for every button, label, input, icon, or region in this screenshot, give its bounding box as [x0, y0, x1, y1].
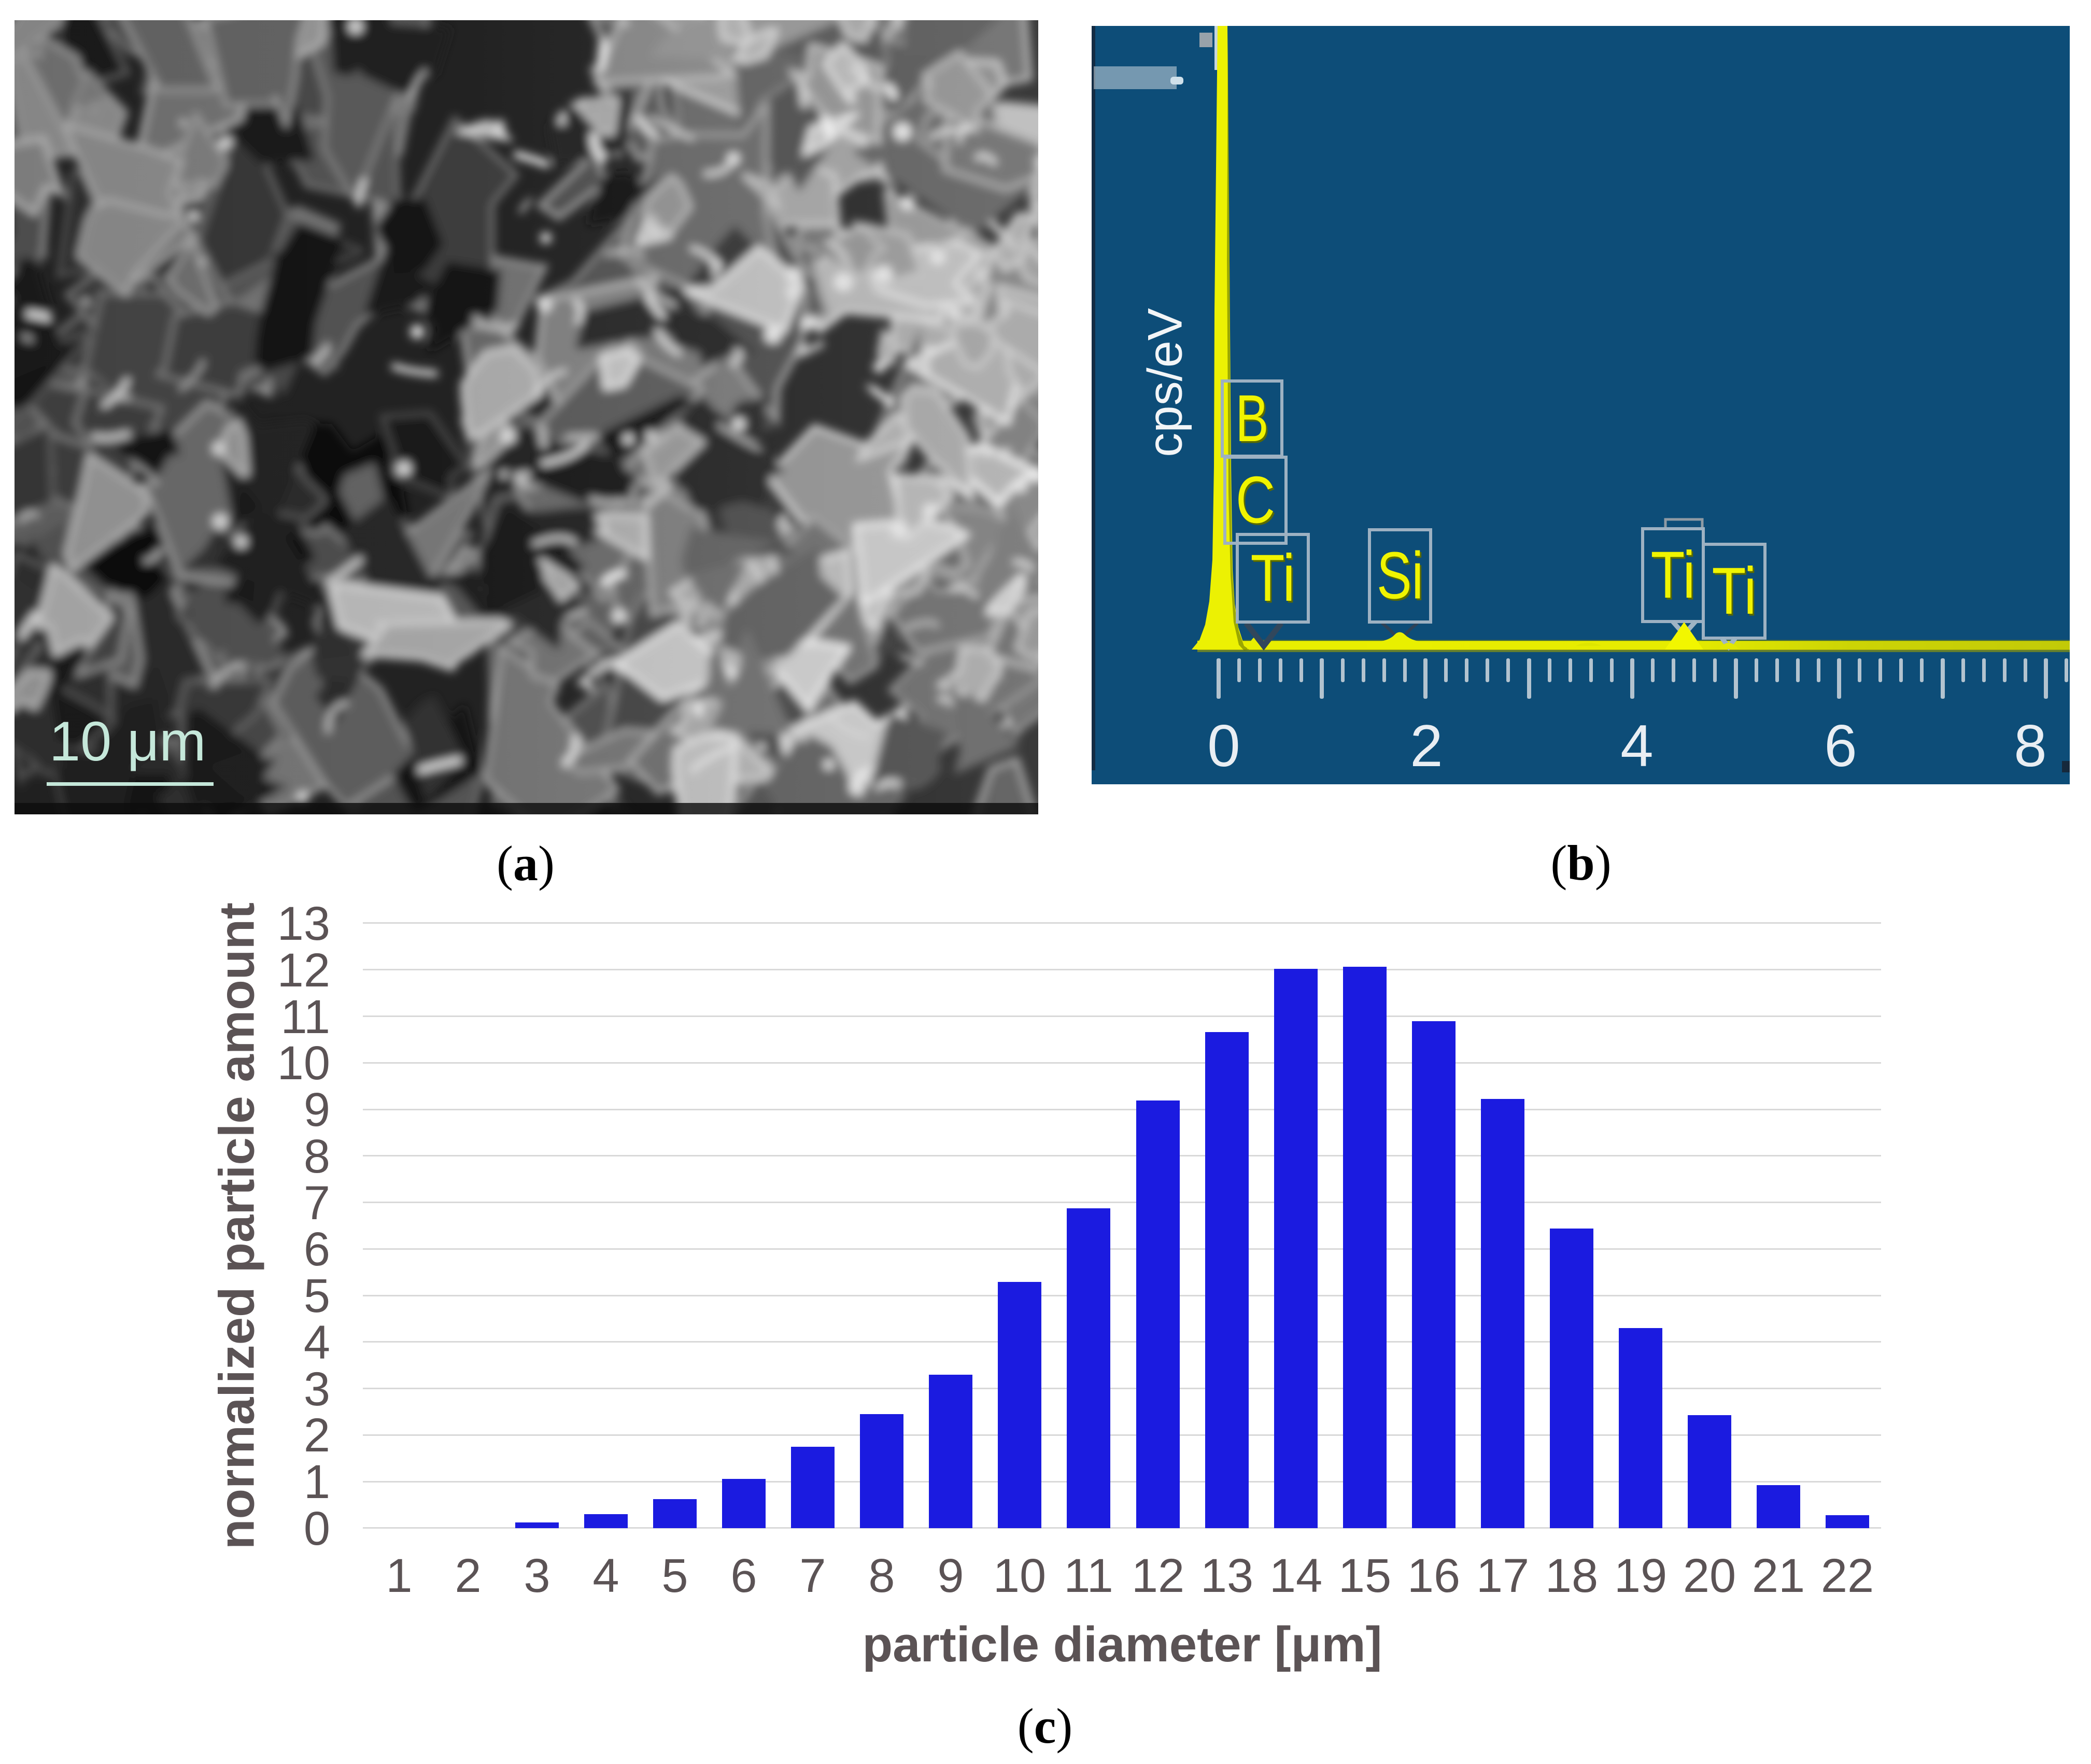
svg-text:12: 12	[1132, 1549, 1184, 1602]
svg-text:9: 9	[937, 1549, 964, 1602]
svg-text:8: 8	[304, 1130, 330, 1183]
svg-text:17: 17	[1476, 1549, 1529, 1602]
svg-text:0: 0	[1207, 713, 1240, 779]
svg-text:Si: Si	[1377, 539, 1423, 613]
svg-text:11: 11	[1064, 1549, 1113, 1602]
svg-text:cps/eV: cps/eV	[1138, 308, 1192, 457]
svg-text:3: 3	[304, 1363, 330, 1416]
svg-text:5: 5	[661, 1549, 688, 1602]
svg-text:6: 6	[1824, 713, 1857, 779]
svg-text:particle diameter [μm]: particle diameter [μm]	[862, 1617, 1382, 1672]
svg-text:21: 21	[1752, 1549, 1805, 1602]
svg-text:13: 13	[1200, 1549, 1253, 1602]
svg-text:3: 3	[524, 1549, 550, 1602]
svg-text:11: 11	[280, 991, 330, 1043]
svg-text:(c): (c)	[1018, 1698, 1073, 1754]
svg-text:Ti: Ti	[1252, 543, 1297, 617]
svg-text:B: B	[1236, 382, 1269, 456]
svg-text:(b): (b)	[1550, 835, 1611, 891]
svg-text:9: 9	[304, 1083, 330, 1136]
svg-text:4: 4	[304, 1316, 330, 1369]
svg-text:0: 0	[304, 1502, 330, 1555]
svg-text:B: B	[1237, 383, 1270, 457]
svg-text:4: 4	[1620, 713, 1653, 779]
svg-text:2: 2	[1410, 713, 1443, 779]
svg-text:2: 2	[455, 1549, 481, 1602]
svg-text:10: 10	[993, 1549, 1046, 1602]
svg-text:Ti: Ti	[1651, 538, 1696, 612]
svg-text:Ti: Ti	[1714, 556, 1758, 630]
svg-text:14: 14	[1269, 1549, 1322, 1602]
svg-text:6: 6	[730, 1549, 757, 1602]
svg-text:18: 18	[1545, 1549, 1598, 1602]
svg-text:4: 4	[592, 1549, 619, 1602]
svg-text:8: 8	[868, 1549, 895, 1602]
svg-text:5: 5	[304, 1269, 330, 1322]
svg-text:6: 6	[304, 1223, 330, 1276]
svg-text:C: C	[1236, 463, 1275, 538]
svg-text:10: 10	[277, 1037, 330, 1090]
svg-text:C: C	[1237, 465, 1277, 539]
svg-text:Ti: Ti	[1712, 554, 1757, 628]
svg-text:7: 7	[304, 1177, 330, 1230]
svg-text:20: 20	[1683, 1549, 1736, 1602]
svg-text:13: 13	[277, 897, 330, 950]
svg-text:1: 1	[304, 1456, 330, 1508]
svg-text:Ti: Ti	[1251, 541, 1295, 615]
svg-text:Si: Si	[1378, 541, 1425, 615]
svg-text:Ti: Ti	[1652, 540, 1697, 614]
svg-text:(a): (a)	[497, 836, 555, 891]
svg-text:2: 2	[304, 1409, 330, 1462]
svg-text:12: 12	[277, 944, 330, 997]
svg-text:8: 8	[2014, 713, 2046, 779]
svg-text:10 μm: 10 μm	[49, 710, 206, 772]
svg-text:22: 22	[1821, 1549, 1874, 1602]
svg-text:19: 19	[1614, 1549, 1667, 1602]
svg-text:15: 15	[1338, 1549, 1391, 1602]
svg-text:7: 7	[799, 1549, 826, 1602]
svg-text:normalized particle amount: normalized particle amount	[209, 902, 265, 1549]
svg-text:1: 1	[386, 1549, 412, 1602]
svg-text:16: 16	[1407, 1549, 1460, 1602]
